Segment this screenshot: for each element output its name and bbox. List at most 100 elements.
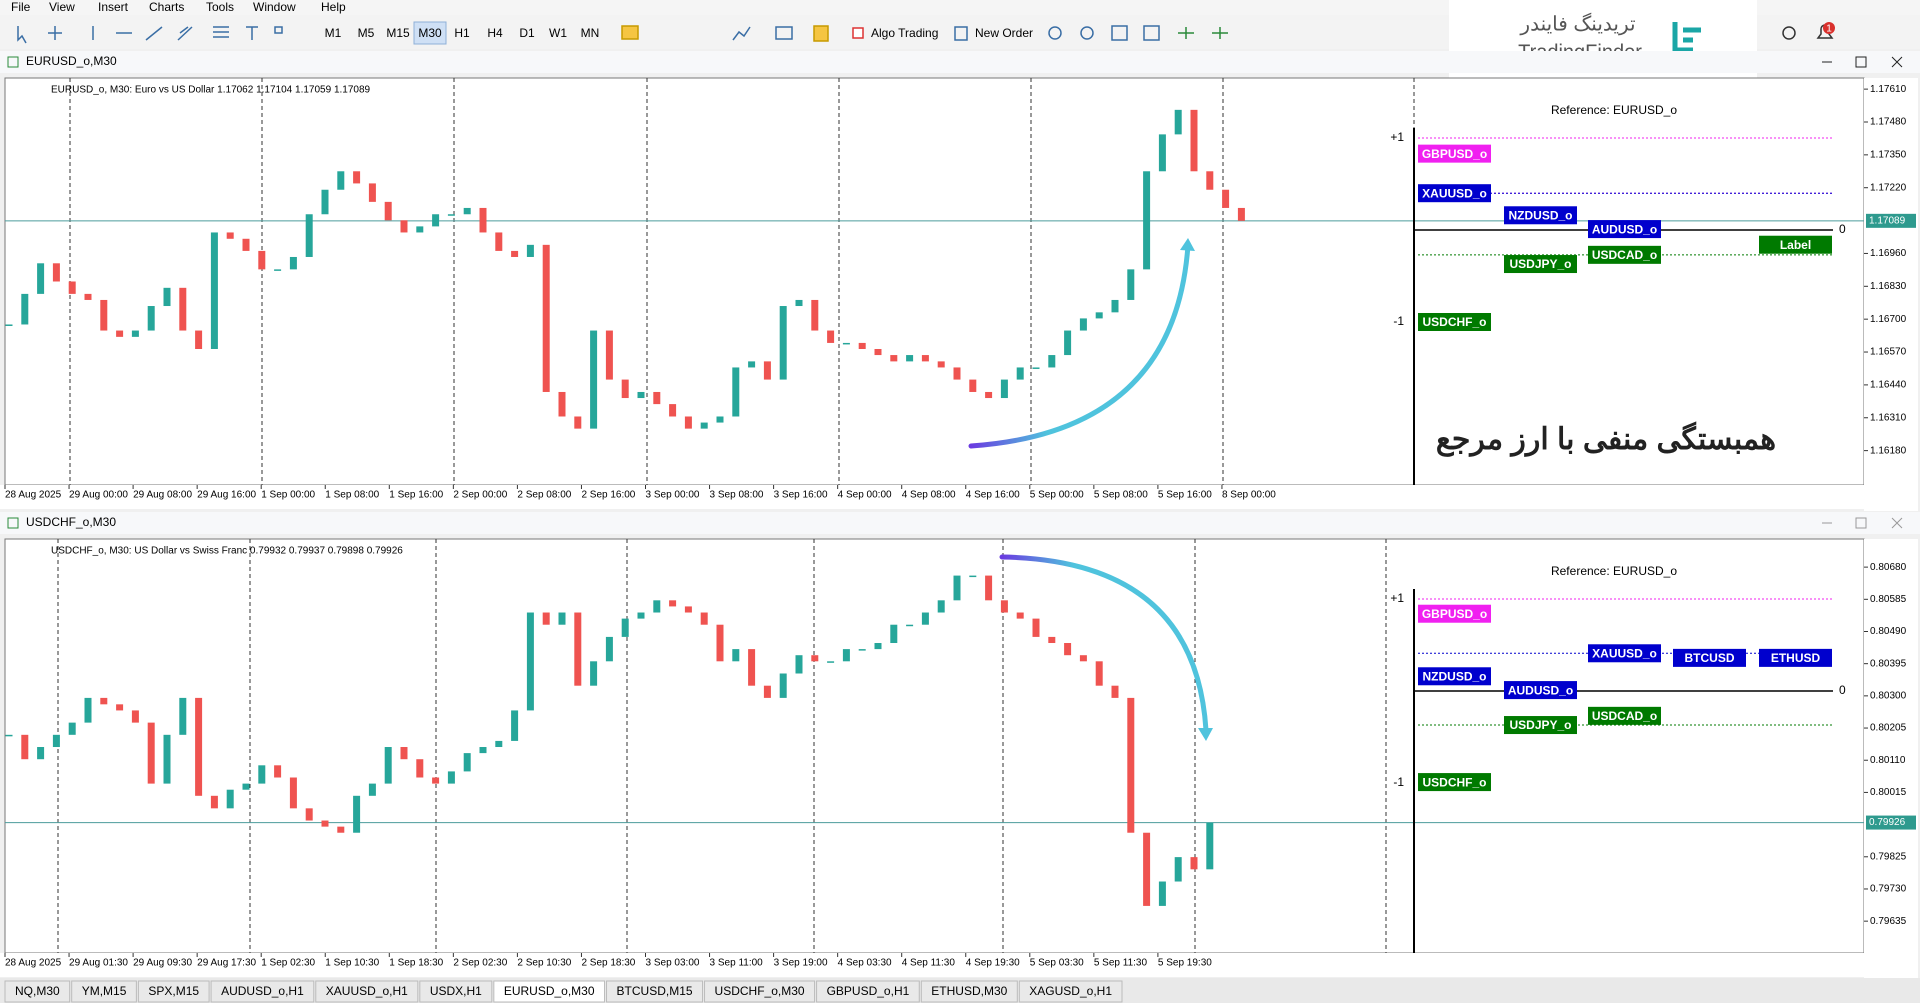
fibo-icon[interactable] (213, 26, 229, 38)
x-tick-label: 3 Sep 08:00 (710, 490, 764, 501)
indicator-icon[interactable] (732, 26, 751, 41)
candle (748, 649, 756, 686)
tab-label[interactable]: XAUUSD_o,H1 (326, 984, 408, 998)
timeframe-button[interactable]: M30 (418, 26, 442, 40)
tab-label[interactable]: AUDUSD_o,H1 (221, 984, 304, 998)
tab[interactable] (419, 980, 493, 1003)
tab[interactable] (493, 980, 606, 1003)
timeframe-button[interactable]: H4 (487, 26, 503, 40)
text-icon[interactable] (246, 26, 258, 40)
tab[interactable] (920, 980, 1018, 1003)
toolbar-icons (17, 24, 1834, 44)
x-tick-label: 5 Sep 16:00 (1158, 490, 1212, 501)
crosshair-icon[interactable] (48, 26, 62, 40)
menu-item[interactable]: Charts (149, 0, 184, 14)
tab-label[interactable]: BTCUSD,M15 (617, 984, 693, 998)
autoscroll-icon[interactable] (1178, 27, 1194, 39)
x-tick-label: 1 Sep 16:00 (389, 490, 443, 501)
x-tick-label: 1 Sep 00:00 (261, 490, 315, 501)
grid-icon[interactable] (1111, 25, 1128, 41)
tab[interactable] (1018, 980, 1123, 1003)
correlation-name: XAUUSD_o (1422, 186, 1487, 200)
timeframe-button[interactable]: M15 (386, 26, 410, 40)
new-order-button[interactable]: New Order (975, 26, 1033, 40)
correlation-name: ETHUSD (1771, 651, 1821, 665)
y-tick-label: 0.79825 (1870, 851, 1907, 862)
menu-item[interactable]: Help (321, 0, 346, 14)
candle (732, 367, 740, 417)
trend-arrow (968, 242, 1191, 449)
maximize-button[interactable] (1855, 56, 1867, 68)
menu-item[interactable]: Window (253, 0, 296, 14)
x-tick-label: 5 Sep 11:30 (1094, 958, 1148, 969)
tab[interactable] (137, 980, 210, 1003)
menu-item[interactable]: View (49, 0, 75, 14)
tab[interactable] (315, 980, 419, 1003)
candle (163, 734, 171, 784)
folder-icon[interactable] (621, 25, 639, 40)
zoom-in-icon[interactable] (1048, 26, 1062, 40)
menu-item[interactable]: File (11, 0, 31, 14)
tab-label[interactable]: XAGUSD_o,H1 (1029, 984, 1112, 998)
timeframe-button[interactable]: D1 (519, 26, 535, 40)
close-button[interactable] (1891, 517, 1903, 529)
y-tick-label: 0.80015 (1870, 787, 1907, 798)
search-icon[interactable] (1782, 26, 1796, 40)
close-button[interactable] (1891, 56, 1903, 68)
timeframe-button[interactable]: H1 (454, 26, 470, 40)
tab-label[interactable]: SPX,M15 (148, 984, 199, 998)
y-tick-label: 0.80110 (1870, 755, 1906, 766)
x-tick-label: 3 Sep 16:00 (774, 490, 828, 501)
tab[interactable] (704, 980, 816, 1003)
price-axis (1864, 539, 1918, 979)
x-tick-label: 4 Sep 11:30 (902, 958, 956, 969)
candle (258, 765, 266, 784)
candle (258, 250, 266, 270)
candle (842, 342, 850, 345)
timeframe-button[interactable]: W1 (549, 26, 567, 40)
cursor-icon[interactable] (17, 26, 27, 44)
tab-label[interactable]: ETHUSD,M30 (931, 984, 1007, 998)
menu-item[interactable]: Tools (206, 0, 234, 14)
zoom-out-icon[interactable] (1080, 26, 1094, 40)
candle (147, 722, 155, 784)
channel-icon[interactable] (177, 26, 193, 41)
maximize-button[interactable] (1855, 517, 1867, 529)
tile-icon[interactable] (1143, 25, 1160, 41)
timeframe-button[interactable]: M5 (358, 26, 375, 40)
candle (779, 306, 787, 380)
x-tick-label: 29 Aug 17:30 (197, 958, 256, 969)
shapes-icon[interactable] (274, 26, 283, 34)
candle (590, 330, 598, 429)
annotation: همبستگی منفی با ارز مرجع (1436, 421, 1776, 457)
algo-icon[interactable] (852, 27, 864, 39)
candle (195, 697, 203, 796)
tab-label[interactable]: USDX,H1 (430, 984, 482, 998)
shift-icon[interactable] (1212, 27, 1228, 39)
tab-label[interactable]: GBPUSD_o,H1 (827, 984, 910, 998)
timeframe-button[interactable]: M1 (325, 26, 342, 40)
tab[interactable] (606, 980, 704, 1003)
menu-item[interactable]: Insert (98, 0, 129, 14)
candle (116, 704, 124, 711)
correlation-box (1759, 235, 1832, 254)
tab[interactable] (210, 980, 315, 1003)
candle (1158, 134, 1166, 172)
tab-label[interactable]: YM,M15 (82, 984, 127, 998)
candle (226, 789, 234, 809)
tab-label[interactable]: NQ,M30 (15, 984, 60, 998)
tab-label[interactable]: EURUSD_o,M30 (504, 984, 595, 998)
tab[interactable] (71, 980, 137, 1003)
candle (1190, 857, 1198, 870)
timeframe-button[interactable]: MN (581, 26, 600, 40)
order-icon[interactable] (954, 26, 968, 41)
tab[interactable] (4, 980, 71, 1003)
dollar-icon[interactable] (813, 25, 829, 42)
algo-trading-button[interactable]: Algo Trading (871, 26, 938, 40)
tab-label[interactable]: USDCHF_o,M30 (715, 984, 805, 998)
candle (463, 753, 471, 772)
trendline-icon[interactable] (145, 26, 163, 41)
correlation-tick-label: -1 (1393, 775, 1404, 789)
template-icon[interactable] (775, 26, 793, 40)
tab[interactable] (816, 980, 920, 1003)
